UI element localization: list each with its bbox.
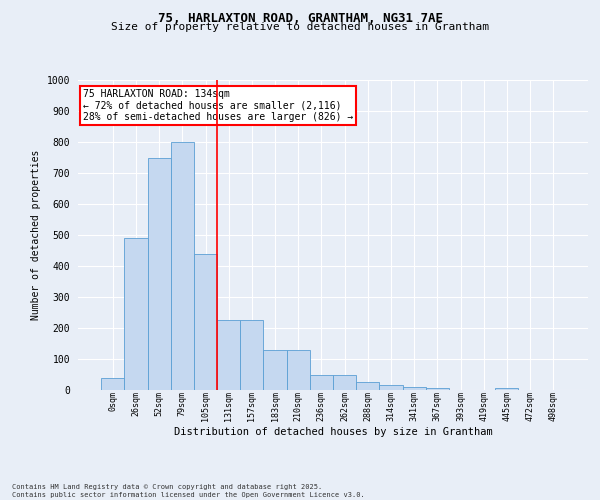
Bar [495,388,518,390]
Bar [426,388,449,390]
Bar [287,350,310,390]
Y-axis label: Number of detached properties: Number of detached properties [31,150,41,320]
Bar [403,387,426,390]
Bar [124,238,148,390]
Bar [217,320,240,390]
Text: 75, HARLAXTON ROAD, GRANTHAM, NG31 7AE: 75, HARLAXTON ROAD, GRANTHAM, NG31 7AE [157,12,443,26]
Bar [356,382,379,390]
Text: Contains HM Land Registry data © Crown copyright and database right 2025.
Contai: Contains HM Land Registry data © Crown c… [12,484,365,498]
Bar [310,374,333,390]
Bar [379,386,403,390]
Text: Size of property relative to detached houses in Grantham: Size of property relative to detached ho… [111,22,489,32]
Bar [333,374,356,390]
X-axis label: Distribution of detached houses by size in Grantham: Distribution of detached houses by size … [173,427,493,437]
Bar [101,378,124,390]
Bar [240,320,263,390]
Bar [263,350,287,390]
Bar [148,158,171,390]
Bar [194,254,217,390]
Text: 75 HARLAXTON ROAD: 134sqm
← 72% of detached houses are smaller (2,116)
28% of se: 75 HARLAXTON ROAD: 134sqm ← 72% of detac… [83,90,353,122]
Bar [171,142,194,390]
